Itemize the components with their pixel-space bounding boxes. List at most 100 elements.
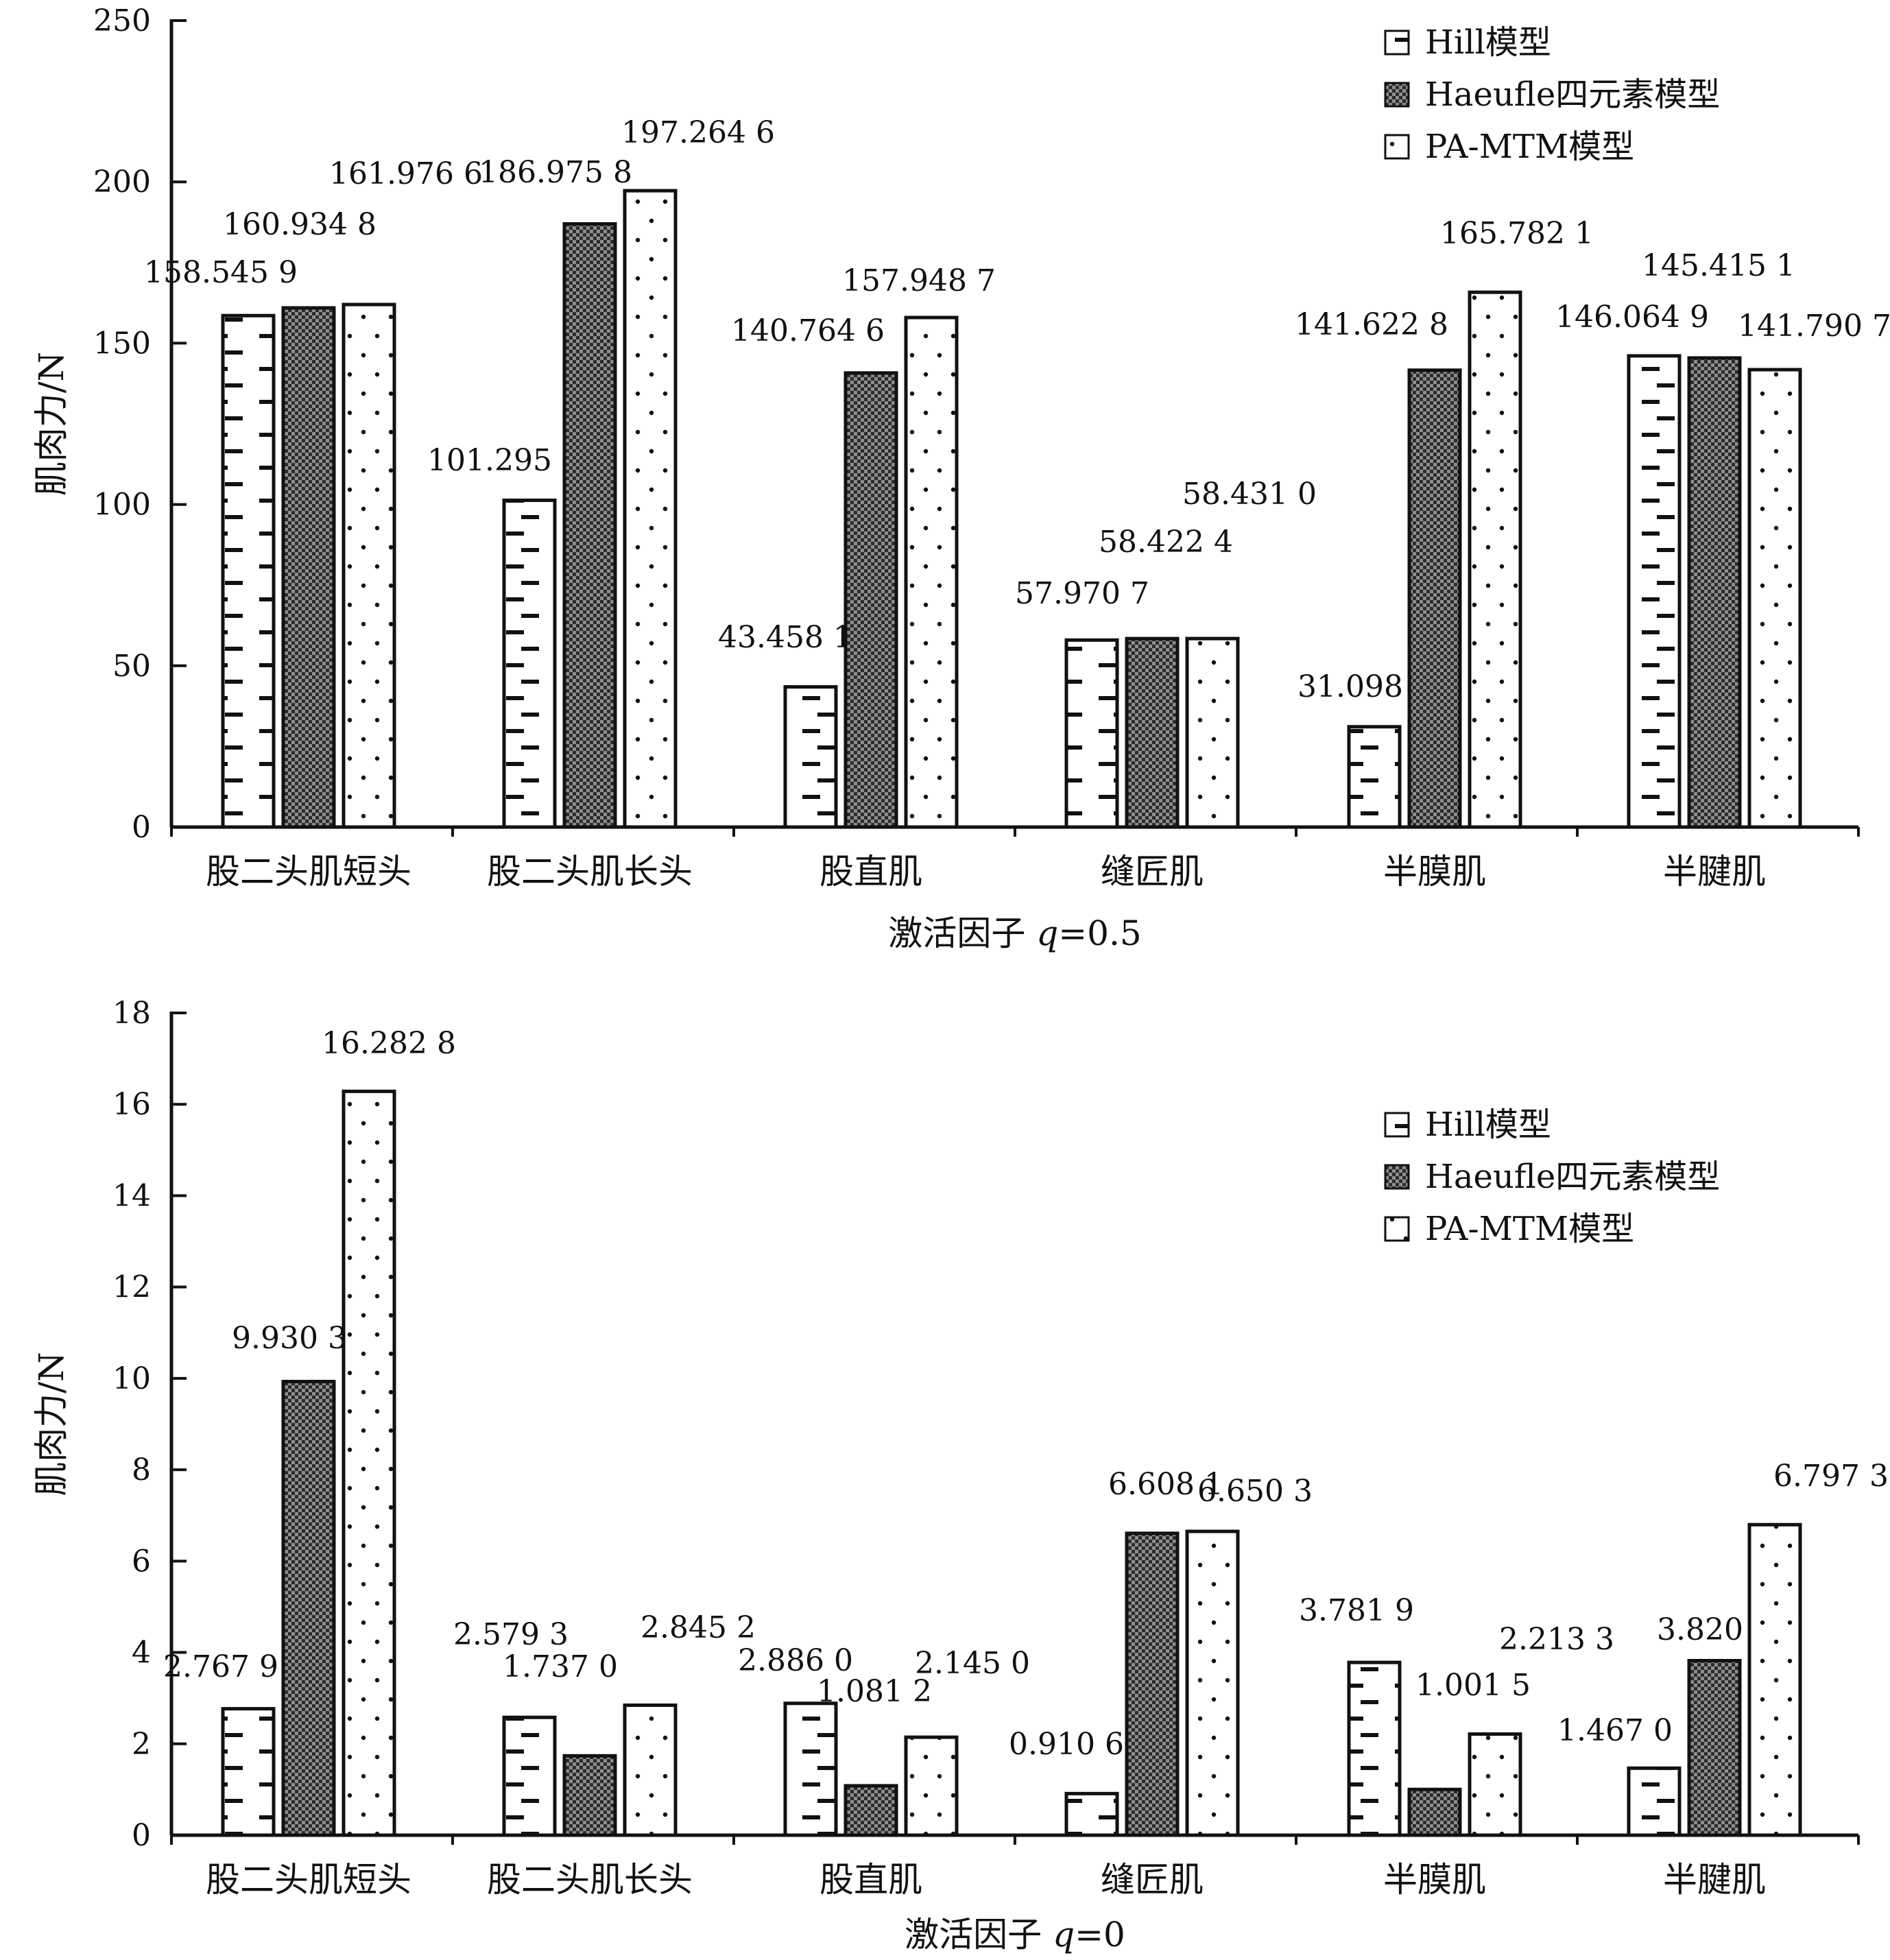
data-label: 161.976 6	[329, 156, 483, 191]
data-label: 2.145 0	[915, 1646, 1030, 1681]
bar-dash	[221, 313, 276, 829]
data-label: 6.608 1	[1108, 1467, 1223, 1502]
bar-dash	[502, 499, 557, 829]
legend: Hill模型 Haeufle四元素模型 PA-MTM模型	[1384, 23, 1720, 166]
bar-dash	[1627, 354, 1682, 829]
bar-dash	[783, 1701, 838, 1837]
legend-label: Hill模型	[1425, 23, 1551, 62]
bar-check	[844, 371, 898, 829]
data-label: 197.264 6	[621, 115, 775, 150]
data-label: 145.415 1	[1642, 248, 1795, 283]
y-tick-label: 50	[112, 649, 151, 684]
data-label: 186.975 8	[479, 155, 632, 190]
data-label: 16.282 8	[322, 1026, 456, 1061]
bar-check	[562, 222, 617, 829]
bar-dash	[1347, 1660, 1402, 1837]
data-label: 1.467 0	[1557, 1713, 1673, 1748]
legend-label: Hill模型	[1425, 1106, 1551, 1144]
y-axis-label: 肌肉力/N	[32, 1352, 71, 1496]
bar-dots	[904, 1735, 959, 1837]
bar-dash	[1347, 725, 1402, 829]
data-label: 140.764 6	[731, 313, 885, 348]
legend-swatch	[1384, 1216, 1410, 1242]
bar-check	[1687, 1658, 1742, 1837]
y-tick-label: 6	[132, 1544, 151, 1579]
data-label: 1.081 2	[817, 1674, 932, 1709]
bar-dots	[1747, 1522, 1802, 1837]
y-tick-label: 4	[132, 1636, 151, 1671]
x-category-label: 股直肌	[820, 1860, 922, 1900]
y-tick-label: 8	[132, 1453, 151, 1487]
legend-label: Haeufle四元素模型	[1425, 1158, 1720, 1196]
data-label: 0.910 6	[1009, 1727, 1124, 1762]
y-tick-label: 16	[112, 1087, 151, 1122]
x-category-label: 股二头肌长头	[487, 852, 693, 892]
data-label: 57.970 7	[1015, 576, 1149, 611]
data-label: 2.579 3	[453, 1617, 569, 1652]
bar-dots	[623, 189, 678, 829]
data-label: 2.845 2	[641, 1610, 756, 1645]
bar-dots	[1747, 368, 1802, 829]
data-label: 160.934 8	[223, 207, 376, 242]
x-category-label: 半腱肌	[1663, 1860, 1766, 1900]
x-axis-label: 激活因子 q=0	[905, 1915, 1125, 1955]
bar-check	[1125, 636, 1180, 829]
y-tick-label: 14	[112, 1178, 151, 1213]
data-label: 9.930 3	[232, 1321, 347, 1356]
x-category-label: 股直肌	[820, 852, 922, 892]
legend-swatch	[1384, 1112, 1410, 1138]
bar-check	[1687, 356, 1742, 829]
bar-dots	[1185, 636, 1240, 829]
data-label: 157.948 7	[842, 263, 996, 298]
bar-dash	[221, 1707, 276, 1837]
bar-check	[281, 1380, 336, 1837]
legend-swatch	[1384, 1164, 1410, 1190]
legend-swatch	[1384, 82, 1410, 108]
x-category-label: 缝匠肌	[1101, 852, 1204, 892]
chart-q-0: 0 2 4 6 8 10 12 14 16 18 肌肉力/N 股二头肌短头 股二头肌长头 股直肌 缝匠肌 半膜…	[32, 996, 1889, 1955]
x-category-label: 半膜肌	[1383, 1860, 1486, 1900]
bar-dots	[342, 1089, 396, 1837]
x-category-label: 半膜肌	[1383, 852, 1486, 892]
data-label: 58.422 4	[1099, 525, 1233, 560]
bar-dash	[1627, 1766, 1682, 1837]
y-tick-label: 12	[112, 1270, 151, 1305]
bar-check	[1407, 368, 1462, 829]
bar-dots	[623, 1703, 678, 1837]
y-axis-label: 肌肉力/N	[32, 352, 71, 497]
bar-dash	[1064, 1791, 1119, 1837]
x-category-label: 缝匠肌	[1101, 1860, 1204, 1900]
bar-check	[1125, 1531, 1180, 1837]
bar-check	[562, 1754, 617, 1837]
legend: Hill模型 Haeufle四元素模型 PA-MTM模型	[1384, 1106, 1720, 1248]
y-tick-label: 0	[132, 1818, 151, 1853]
y-tick-label: 150	[93, 326, 151, 361]
data-label: 2.767 9	[163, 1649, 278, 1684]
chart-q-0.5: 0 50 100 150 200 250 肌肉力/N 股二头肌短头 股二头肌长头 股直肌 缝匠肌 半膜…	[32, 3, 1890, 953]
bar-dots	[1468, 1732, 1522, 1837]
x-category-label: 股二头肌长头	[487, 1860, 693, 1900]
data-label: 6.650 3	[1197, 1474, 1313, 1509]
data-label: 3.781 9	[1299, 1593, 1414, 1628]
data-label: 6.797 3	[1773, 1459, 1889, 1494]
data-label: 43.458 1	[718, 620, 852, 655]
y-tick-label: 18	[112, 996, 151, 1031]
data-label: 2.886 0	[738, 1643, 853, 1678]
bar-check	[281, 306, 336, 829]
x-category-label: 半腱肌	[1663, 852, 1766, 892]
legend-label: PA-MTM模型	[1425, 1210, 1634, 1248]
legend-label: Haeufle四元素模型	[1425, 75, 1720, 114]
x-axis-label: 激活因子 q=0.5	[888, 913, 1141, 953]
legend-label: PA-MTM模型	[1425, 128, 1634, 166]
bar-check	[844, 1784, 898, 1837]
legend-swatch	[1384, 29, 1410, 56]
y-tick-label: 2	[132, 1727, 151, 1762]
y-tick-label: 10	[112, 1361, 151, 1396]
data-label: 141.622 8	[1295, 307, 1448, 342]
bar-dash	[783, 685, 838, 829]
bar-check	[1407, 1787, 1462, 1837]
y-tick-label: 100	[93, 488, 151, 523]
bar-dots	[342, 302, 396, 829]
bar-dots	[1185, 1529, 1240, 1837]
